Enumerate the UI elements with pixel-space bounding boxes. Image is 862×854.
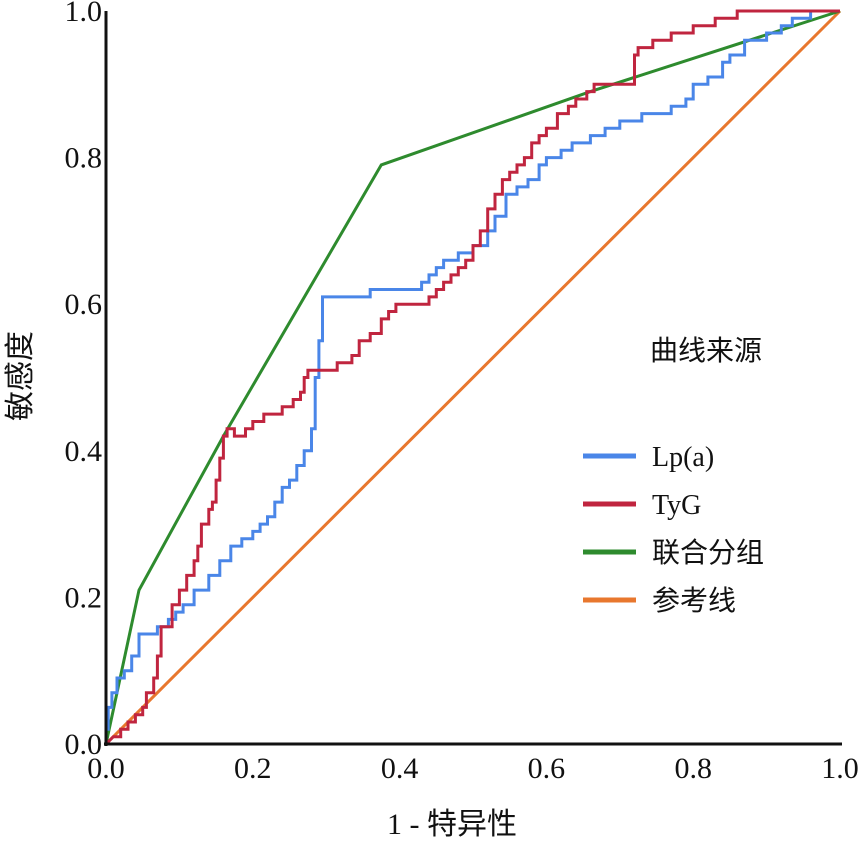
axes-layer: [104, 11, 842, 746]
x-tick-label: 1.0: [821, 752, 859, 785]
legend-label-0: Lp(a): [652, 442, 714, 473]
series-line-1: [104, 9, 840, 746]
legend-label-3: 参考线: [652, 585, 736, 617]
x-tick-label: 0.8: [674, 752, 712, 785]
ticks-layer: 0.0 0.2 0.4 0.6 0.8 1.0 0.0 0.2 0.4 0.6 0.8 1.0: [65, 0, 859, 785]
x-tick-label: 0.4: [381, 752, 419, 785]
y-tick-label: 0.0: [65, 728, 103, 761]
legend-label-2: 联合分组: [652, 537, 764, 569]
series-line-0: [104, 9, 840, 744]
legend-title: 曲线来源: [650, 335, 762, 367]
series-layer: [104, 9, 842, 746]
y-tick-label: 0.4: [65, 435, 103, 468]
y-tick-label: 0.8: [65, 142, 103, 175]
y-tick-label: 0.2: [65, 581, 103, 614]
y-tick-label: 0.6: [65, 288, 103, 321]
y-tick-label: 1.0: [65, 0, 103, 28]
series-line-2: [104, 9, 841, 745]
x-tick-label: 0.6: [528, 752, 566, 785]
x-tick-label: 0.0: [87, 752, 125, 785]
x-axis-title: 1 - 特异性: [387, 808, 517, 841]
legend-label-1: TyG: [652, 490, 701, 521]
x-tick-label: 0.2: [234, 752, 272, 785]
series-line-3: [104, 9, 842, 746]
y-axis-title: 敏感度: [4, 331, 37, 421]
